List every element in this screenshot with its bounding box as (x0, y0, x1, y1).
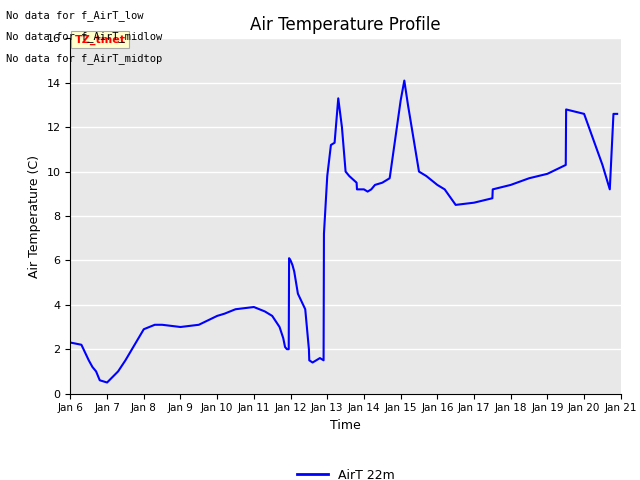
X-axis label: Time: Time (330, 419, 361, 432)
Text: No data for f_AirT_low: No data for f_AirT_low (6, 10, 144, 21)
Text: No data for f_AirT_midtop: No data for f_AirT_midtop (6, 53, 163, 64)
Y-axis label: Air Temperature (C): Air Temperature (C) (28, 155, 41, 277)
Text: No data for f_AirT_midlow: No data for f_AirT_midlow (6, 31, 163, 42)
Legend: AirT 22m: AirT 22m (292, 464, 399, 480)
Title: Air Temperature Profile: Air Temperature Profile (250, 16, 441, 34)
Text: TZ_tmet: TZ_tmet (75, 35, 125, 45)
